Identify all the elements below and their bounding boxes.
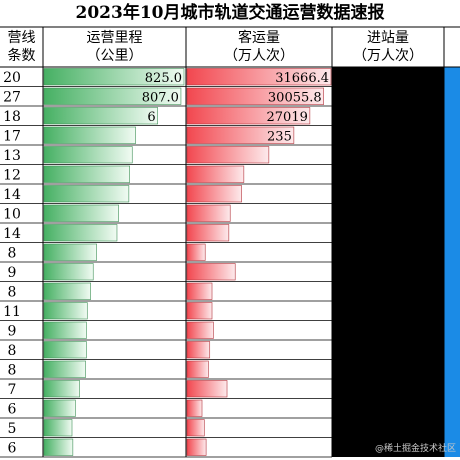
mileage-bar (43, 302, 88, 320)
mileage-bar (43, 68, 185, 86)
header-entries-line2: （万人次） (353, 48, 423, 64)
line-count-cell: 17 (3, 128, 21, 144)
mileage-value-label: 807.0 (142, 90, 179, 105)
mileage-value-label: 6 (147, 110, 155, 125)
mileage-bar (43, 224, 118, 242)
header-entries-line1: 进站量 (367, 30, 409, 46)
ridership-value-label: 31666.4 (275, 71, 329, 86)
ridership-bar (186, 165, 245, 183)
ridership-bar (186, 107, 311, 125)
header-ridership-line2: （万人次） (224, 48, 294, 64)
line-count-cell: 12 (3, 167, 21, 183)
header-mileage-line1: 运营里程 (86, 30, 143, 46)
line-count-cell: 9 (8, 323, 17, 339)
mileage-bar (43, 107, 158, 125)
ridership-bar (186, 185, 242, 203)
mileage-bar (43, 438, 74, 456)
ridership-bar (186, 243, 206, 261)
line-count-cell: 10 (3, 206, 21, 222)
ridership-bar (186, 224, 230, 242)
ridership-bar (186, 321, 214, 339)
mileage-bar (43, 419, 73, 437)
mileage-bar (43, 321, 87, 339)
line-count-cell: 6 (8, 401, 17, 417)
ridership-bar (186, 263, 236, 281)
header-line-count-line1: 营线 (7, 30, 36, 46)
header-entries: 进站量 （万人次） (332, 27, 444, 67)
line-count-cell: 8 (8, 343, 17, 359)
line-count-cell: 7 (8, 382, 17, 398)
line-count-cell: 11 (3, 304, 21, 320)
ridership-bar (186, 419, 205, 437)
mileage-bar (43, 185, 130, 203)
line-count-cell: 9 (8, 265, 17, 281)
mileage-bar (43, 282, 91, 300)
mileage-bar (43, 87, 182, 105)
ridership-value-label: 30055.8 (268, 90, 322, 105)
ridership-bar (186, 380, 228, 398)
mileage-bar (43, 243, 97, 261)
ridership-bar (186, 360, 209, 378)
page-title: 2023年10月城市轨道交通运营数据速报 (75, 3, 385, 23)
entries-column-fill (332, 67, 444, 457)
line-count-cell: 20 (3, 70, 21, 86)
ridership-bar (186, 302, 213, 320)
header-mileage-line2: （公里） (86, 48, 143, 64)
mileage-bar (43, 341, 87, 359)
line-count-cell: 5 (8, 421, 17, 437)
line-count-cell: 14 (3, 226, 21, 242)
line-count-cell: 6 (8, 440, 17, 456)
ridership-value-label: 27019 (267, 110, 308, 125)
header-mileage: 运营里程 （公里） (43, 27, 186, 67)
ridership-bar (186, 282, 213, 300)
header-ridership: 客运量 （万人次） (186, 27, 332, 67)
line-count-cell: 27 (3, 89, 21, 105)
side-column-fill (444, 67, 460, 457)
header-line-count-line2: 条数 (7, 48, 36, 64)
ridership-bar (186, 87, 324, 105)
mileage-bar (43, 165, 130, 183)
mileage-value-label: 825.0 (145, 71, 182, 86)
line-count-cell: 8 (8, 284, 17, 300)
mileage-bar (43, 263, 94, 281)
line-count-cell: 8 (8, 362, 17, 378)
mileage-bar (43, 146, 133, 164)
ridership-bar (186, 146, 270, 164)
mileage-bar (43, 360, 86, 378)
ridership-bar (186, 68, 332, 86)
line-count-cell: 14 (3, 187, 21, 203)
ridership-bar (186, 126, 295, 144)
watermark-text: @稀土掘金技术社区 (374, 444, 456, 454)
line-count-cell: 13 (3, 148, 21, 164)
ridership-bar (186, 341, 211, 359)
ridership-bar (186, 204, 231, 222)
ridership-bar (186, 399, 203, 417)
line-count-cell: 18 (3, 109, 21, 125)
mileage-bar (43, 126, 136, 144)
mileage-bar (43, 380, 80, 398)
line-count-cell: 8 (8, 245, 17, 261)
mileage-bar (43, 204, 119, 222)
header-ridership-line1: 客运量 (238, 30, 280, 46)
ridership-value-label: 235 (267, 129, 292, 144)
header-line-count: 营线 条数 (0, 27, 43, 67)
mileage-bar (43, 399, 76, 417)
ridership-bar (186, 438, 207, 456)
